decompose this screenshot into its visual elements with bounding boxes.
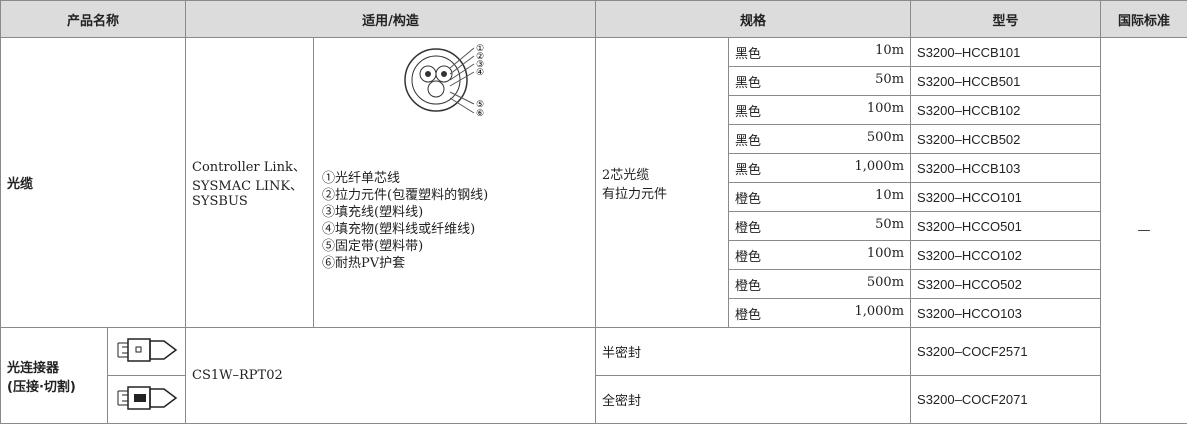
icon-cell [108,376,186,424]
connector-icon [108,377,186,419]
text-line: ⑥耐热PV护套 [322,255,595,272]
model: S3200–HCCB103 [911,154,1101,183]
variant-row: 橙色 10m [735,188,904,207]
variant: 黑色 10m [729,38,911,67]
variant: 橙色 50m [729,212,911,241]
shape [425,71,431,77]
text-line: ⑤固定带(塑料带) [322,238,595,255]
model: S3200–HCCO502 [911,270,1101,299]
text-line: SYSMAC LINK、 [192,175,307,194]
text-line: ②拉力元件(包覆塑料的钢线) [322,187,595,204]
icon-cell [108,328,186,376]
leader-line [450,72,474,86]
spec: 2芯光缆有拉力元件 [596,38,729,328]
header-cell: 国际标准 [1101,1,1187,38]
application: Controller Link、SYSMAC LINK、SYSBUS [186,38,314,328]
color: 橙色 [735,217,761,236]
spec: 半密封 [596,328,911,376]
color: 黑色 [735,130,761,149]
variant: 黑色 100m [729,96,911,125]
length: 100m [867,246,904,265]
text-line: ①光纤单芯线 [322,170,595,187]
header-cell: 适用/构造 [186,1,596,38]
color: 橙色 [735,304,761,323]
variant: 橙色 500m [729,270,911,299]
variant: 橙色 1,000m [729,299,911,328]
text-line: SYSBUS [192,194,307,209]
color: 橙色 [735,246,761,265]
diagram-label: ⑥ [476,109,484,118]
model: S3200–HCCO102 [911,241,1101,270]
variant-row: 橙色 50m [735,217,904,236]
diagram-label: ④ [476,68,484,78]
model: S3200–HCCO101 [911,183,1101,212]
model: S3200–HCCB101 [911,38,1101,67]
connector-icon [108,329,186,371]
model: S3200–COCF2571 [911,328,1101,376]
length: 1,000m [854,304,904,323]
variant: 黑色 1,000m [729,154,911,183]
header-cell: 型号 [911,1,1101,38]
color: 黑色 [735,72,761,91]
variant: 橙色 100m [729,241,911,270]
model: S3200–HCCB102 [911,96,1101,125]
text-line: 光连接器 [7,357,101,376]
leader-line [450,64,474,80]
color: 橙色 [735,275,761,294]
variant-row: 黑色 1,000m [735,159,904,178]
variant-row: 黑色 10m [735,43,904,62]
text-line: 2芯光缆 [602,164,722,183]
variant: 黑色 50m [729,67,911,96]
color: 黑色 [735,101,761,120]
variant-row: 黑色 500m [735,130,904,149]
length: 500m [867,275,904,294]
text-line: (压接·切割) [7,376,101,395]
text-line: 有拉力元件 [602,183,722,202]
shape [428,81,444,97]
color: 黑色 [735,43,761,62]
header-cell: 产品名称 [1,1,186,38]
length: 50m [875,72,904,91]
length: 10m [875,188,904,207]
length: 500m [867,130,904,149]
application: CS1W–RPT02 [186,328,596,424]
color: 黑色 [735,159,761,178]
variant: 黑色 500m [729,125,911,154]
product-name: 光缆 [1,38,186,328]
variant: 橙色 10m [729,183,911,212]
variant-row: 橙色 500m [735,275,904,294]
model: S3200–HCCO103 [911,299,1101,328]
length: 1,000m [854,159,904,178]
length: 10m [875,43,904,62]
model: S3200–HCCB502 [911,125,1101,154]
leader-line [450,92,474,104]
color: 橙色 [735,188,761,207]
spec: 全密封 [596,376,911,424]
shape [441,71,447,77]
model: S3200–HCCO501 [911,212,1101,241]
model: S3200–COCF2071 [911,376,1101,424]
variant-row: 橙色 100m [735,246,904,265]
length: 50m [875,217,904,236]
text-line: ③填充线(塑料线) [322,204,595,221]
variant-row: 橙色 1,000m [735,304,904,323]
text-line: Controller Link、 [192,156,307,175]
length: 100m [867,101,904,120]
header-cell: 规格 [596,1,911,38]
variant-row: 黑色 100m [735,101,904,120]
variant-row: 黑色 50m [735,72,904,91]
product-name: 光连接器(压接·切割) [1,328,108,424]
standard: — [1101,38,1187,424]
text-line: ④填充物(塑料线或纤维线) [322,221,595,238]
model: S3200–HCCB501 [911,67,1101,96]
shape [405,49,467,111]
